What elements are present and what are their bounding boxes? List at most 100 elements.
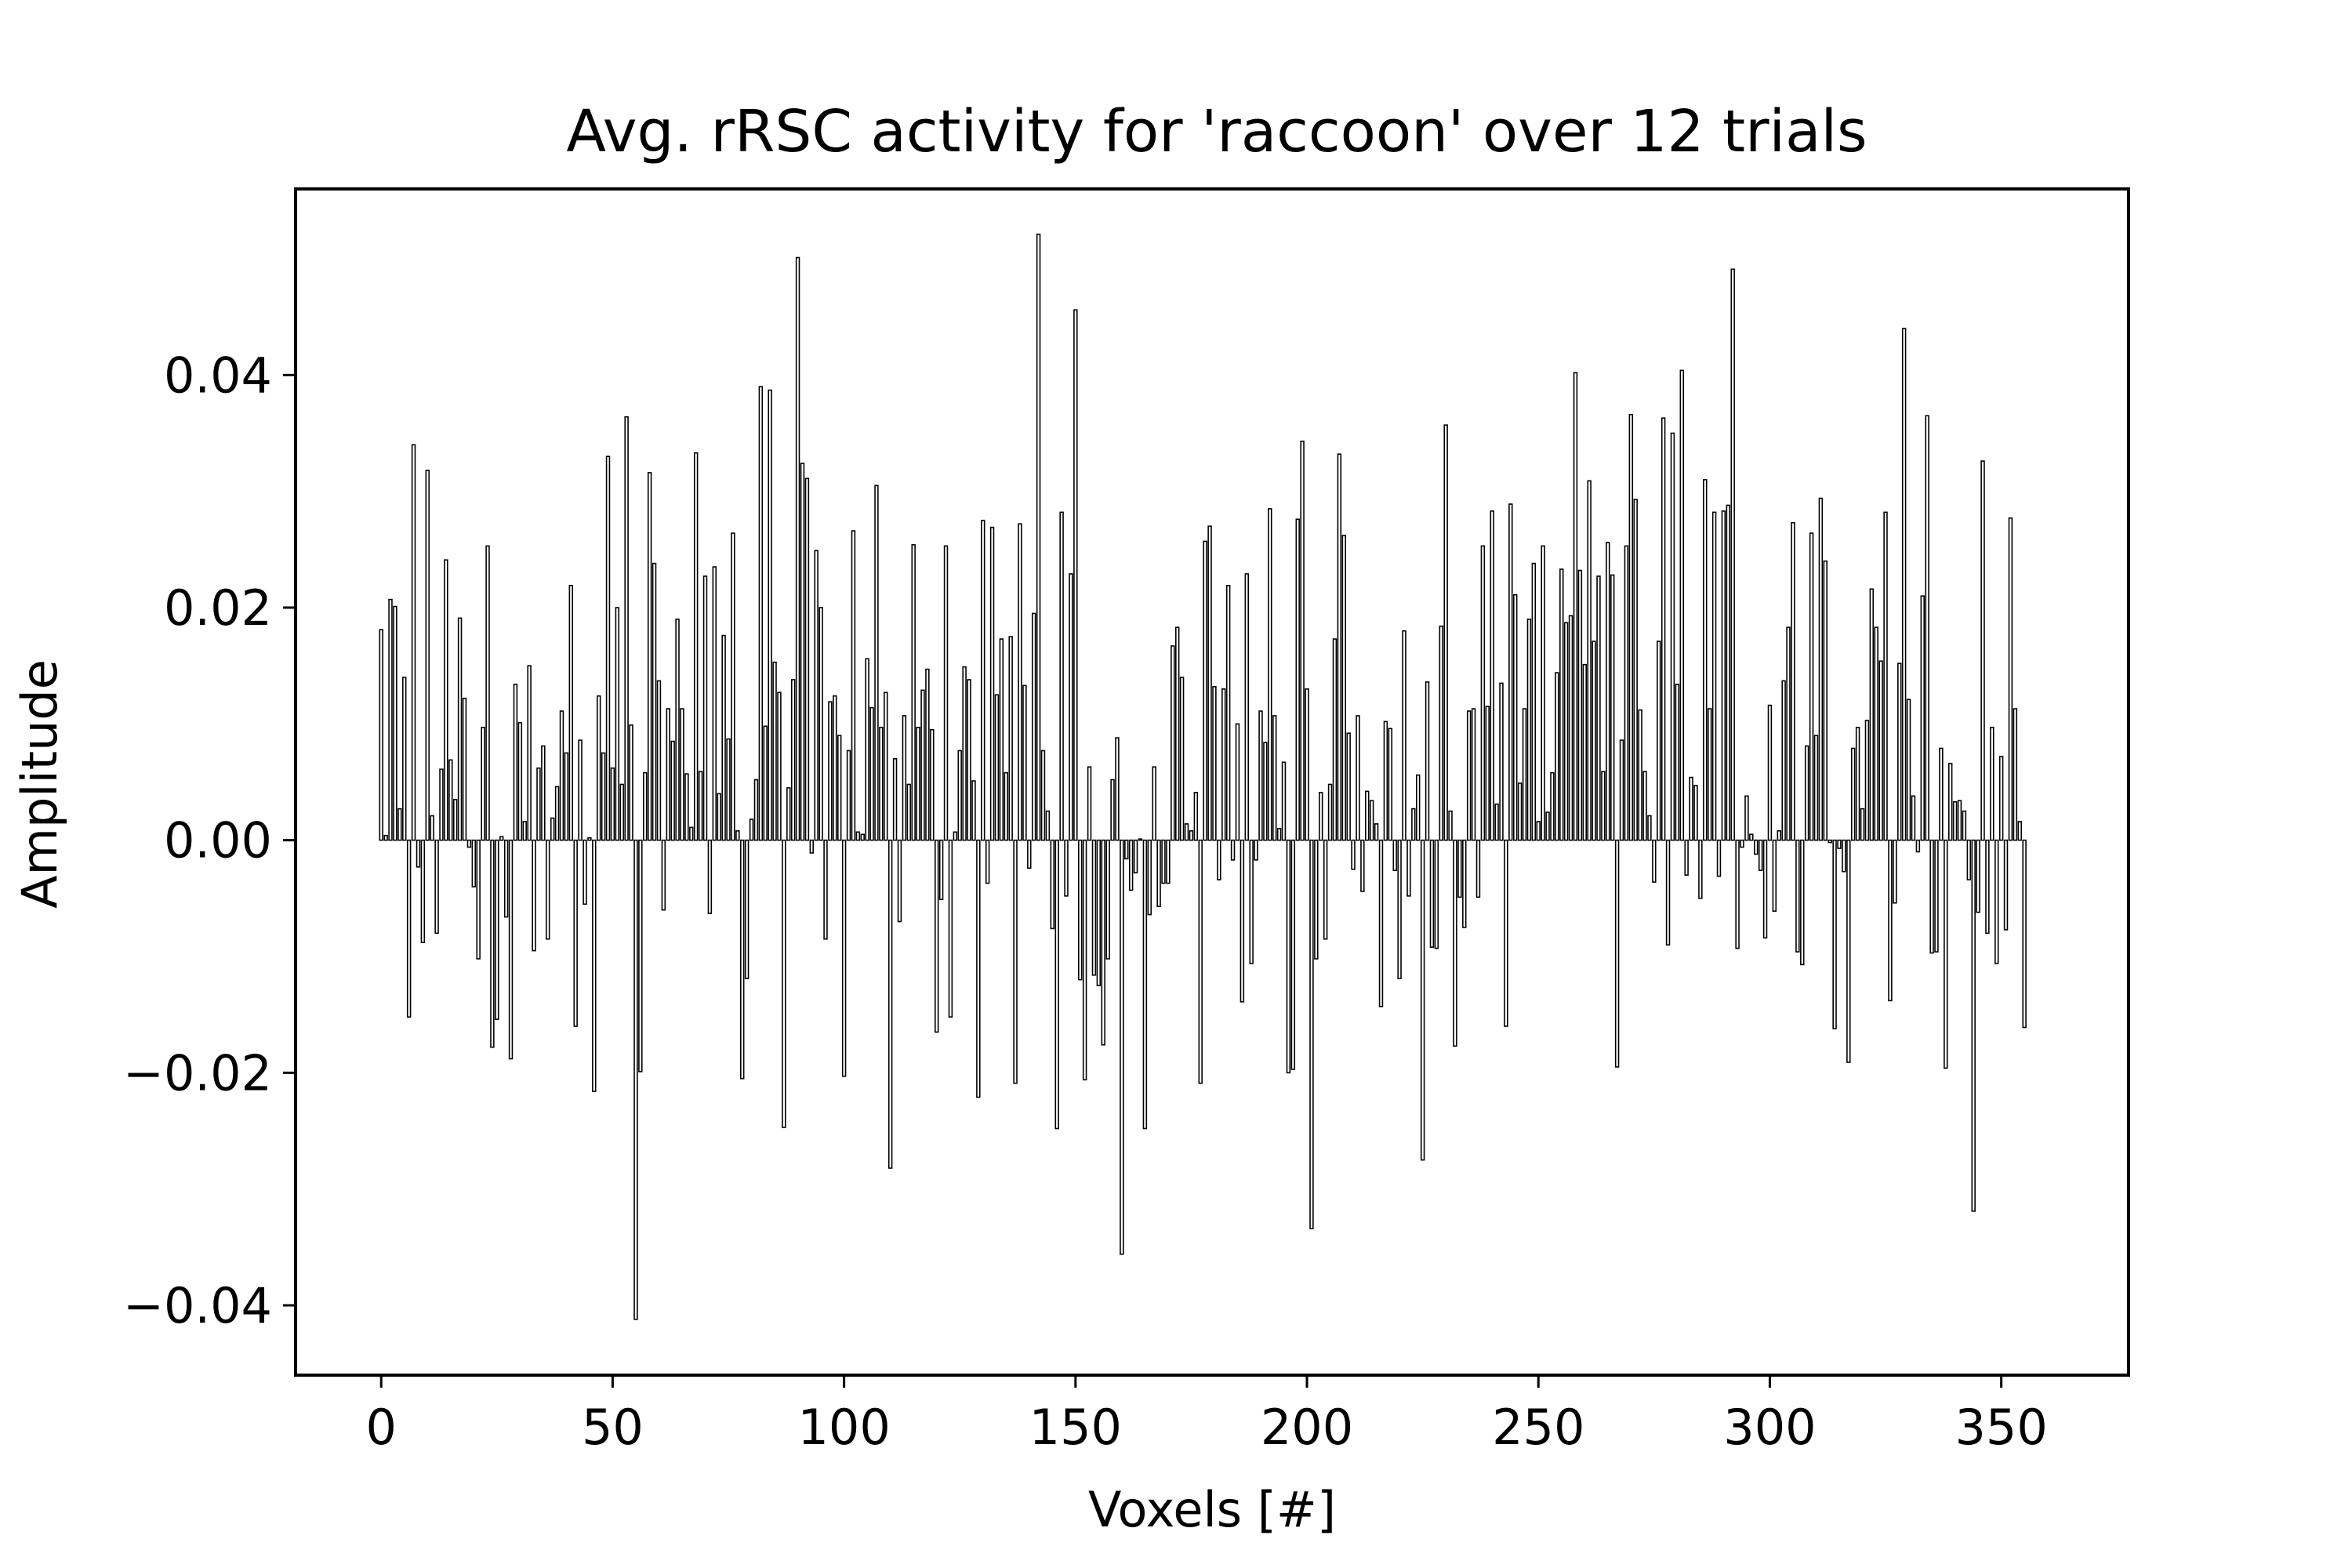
bar	[388, 598, 393, 841]
bar	[1494, 803, 1499, 841]
bar	[1027, 839, 1032, 869]
bar	[1762, 839, 1768, 939]
bar	[957, 750, 962, 841]
bar	[1777, 830, 1781, 841]
bar	[550, 817, 555, 841]
bar	[1804, 745, 1809, 841]
bar	[411, 444, 416, 841]
bar	[1893, 839, 1897, 904]
bar	[1392, 839, 1397, 872]
bar	[1513, 593, 1518, 841]
bar	[1749, 833, 1754, 841]
bar	[434, 839, 439, 935]
bar	[2008, 517, 2013, 841]
bar	[647, 472, 652, 841]
bar	[596, 695, 601, 841]
bar	[828, 701, 833, 841]
bar	[1096, 839, 1102, 986]
x-axis-label: Voxels [#]	[1088, 1481, 1336, 1538]
bar	[1939, 747, 1944, 841]
bar	[1947, 762, 1953, 841]
bar	[887, 839, 893, 1169]
bar	[851, 530, 856, 841]
bar	[1957, 800, 1962, 841]
bar	[452, 798, 458, 841]
bar	[865, 658, 869, 841]
bar	[1314, 839, 1319, 960]
bar	[592, 839, 597, 1092]
bar	[1541, 545, 1545, 841]
bar	[383, 834, 388, 841]
bar	[508, 839, 514, 1060]
bar	[1374, 823, 1379, 841]
bar	[1711, 511, 1717, 841]
bar	[837, 735, 842, 841]
bar	[1878, 660, 1883, 841]
bar	[833, 695, 837, 841]
bar	[1448, 810, 1453, 841]
bar	[1693, 785, 1698, 841]
bar	[670, 740, 675, 841]
bar	[1230, 839, 1236, 861]
bar	[1606, 542, 1610, 841]
bar	[1249, 839, 1254, 964]
bar	[1508, 503, 1513, 841]
bar	[1341, 535, 1346, 841]
bar	[1642, 771, 1647, 841]
bar	[1555, 672, 1559, 841]
bar	[1592, 641, 1596, 841]
bar	[2017, 821, 2022, 841]
bar	[1434, 839, 1439, 949]
bar	[490, 839, 495, 1048]
bar	[615, 607, 620, 841]
bar	[1587, 480, 1592, 841]
bar	[1036, 234, 1041, 841]
bar	[981, 519, 985, 841]
bar	[1254, 839, 1258, 861]
bar	[1628, 413, 1634, 841]
bar	[680, 708, 684, 841]
x-tick-label: 250	[1492, 1399, 1584, 1456]
bar	[1475, 839, 1481, 898]
bar	[1203, 540, 1207, 841]
bar	[758, 386, 764, 841]
bar	[1652, 839, 1657, 883]
bar	[1661, 417, 1666, 841]
bar	[1133, 839, 1138, 874]
bar	[1633, 499, 1638, 841]
bar	[675, 619, 680, 841]
bar	[546, 839, 550, 940]
bar	[1411, 808, 1416, 841]
bar	[1161, 839, 1166, 884]
bar	[1971, 839, 1976, 1212]
bar	[554, 786, 560, 841]
bar	[934, 839, 939, 1033]
bar	[906, 783, 912, 841]
bar	[1175, 626, 1180, 841]
y-tick-label: 0.04	[164, 347, 272, 404]
bar	[406, 839, 412, 1018]
y-tick-label: −0.04	[123, 1277, 272, 1334]
bar	[1290, 839, 1296, 1070]
bar	[397, 808, 402, 841]
bar	[1614, 839, 1620, 1068]
bar	[1128, 839, 1134, 891]
bar	[1406, 839, 1411, 897]
bar	[1716, 839, 1722, 877]
bar	[1365, 790, 1370, 841]
bar	[1744, 795, 1749, 841]
bar	[1531, 562, 1537, 841]
bar	[753, 779, 759, 841]
bar	[1225, 585, 1231, 841]
bar	[768, 389, 772, 841]
bar	[985, 839, 990, 884]
bar	[466, 839, 472, 848]
bar	[860, 833, 865, 841]
bar	[1383, 720, 1388, 841]
bar	[541, 745, 546, 841]
bar	[846, 750, 851, 841]
bar	[1726, 504, 1731, 841]
bar	[1944, 839, 1948, 1069]
bar	[804, 477, 810, 841]
bar	[698, 771, 703, 841]
